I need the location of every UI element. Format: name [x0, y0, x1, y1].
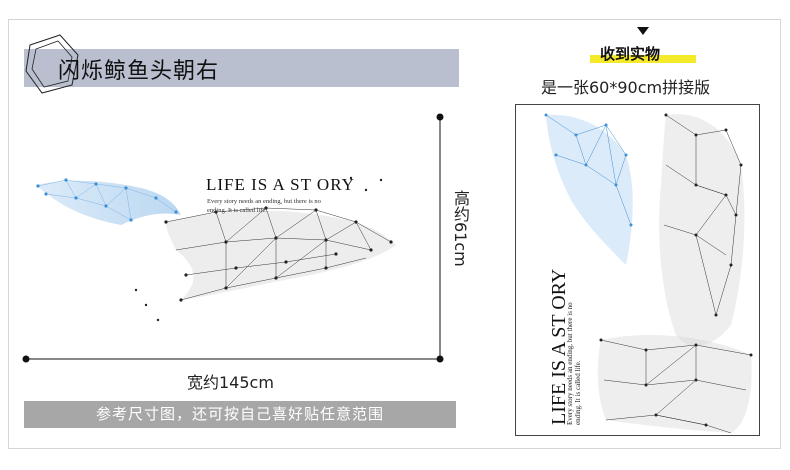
reference-note: 参考尺寸图，还可按自己喜好贴任意范围	[95, 405, 384, 423]
story-text-line: Every story needs an ending, but there i…	[207, 198, 321, 205]
hexagon-icon	[25, 34, 79, 94]
sticker-sheet-art	[544, 113, 753, 434]
whale-wall-art	[36, 176, 396, 322]
arrow-down-icon	[637, 27, 649, 35]
sticker-sheet	[515, 104, 760, 436]
outer-frame	[8, 19, 781, 449]
title-bar	[24, 49, 459, 87]
label-highlight	[590, 55, 696, 63]
width-label: 宽约145cm	[187, 373, 274, 392]
spec-label: 是一张60*90cm拼接版	[541, 78, 711, 97]
story-title: LIFE IS A ST ORY	[206, 175, 355, 194]
page-title: 闪烁鲸鱼头朝右	[58, 59, 220, 84]
dimension-lines	[22, 113, 444, 363]
height-label: 高约61cm	[451, 190, 470, 267]
reference-bar	[24, 401, 456, 428]
received-label: 收到实物	[600, 45, 661, 63]
sheet-story-text-line: ending. It is called life.	[574, 360, 582, 425]
story-text-line: ending. It is called life.	[207, 207, 267, 214]
sheet-story-text-line: Every story needs an ending, but there i…	[566, 302, 574, 425]
